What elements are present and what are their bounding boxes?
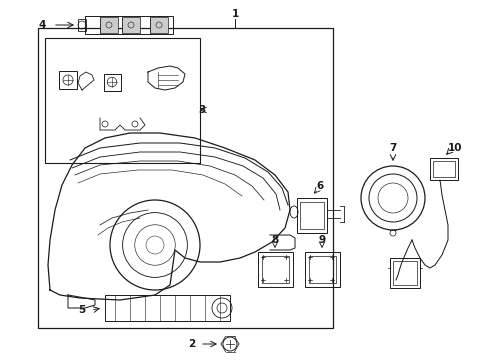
Bar <box>308 256 335 283</box>
Text: 1: 1 <box>231 9 238 19</box>
Text: 3: 3 <box>198 105 205 115</box>
Text: 2: 2 <box>188 339 195 349</box>
Text: 5: 5 <box>78 305 85 315</box>
Bar <box>389 258 419 288</box>
Bar <box>122 17 140 33</box>
Bar <box>429 158 457 180</box>
Text: 8: 8 <box>271 235 278 245</box>
Bar <box>262 256 288 283</box>
Bar <box>150 17 168 33</box>
Text: 6: 6 <box>316 181 323 191</box>
Text: 4: 4 <box>38 20 45 30</box>
Text: 10: 10 <box>447 143 461 153</box>
Bar <box>78 19 86 31</box>
Text: 9: 9 <box>318 235 325 245</box>
Bar <box>258 252 292 287</box>
Bar <box>85 16 173 34</box>
Bar <box>299 202 324 229</box>
Text: 7: 7 <box>388 143 396 153</box>
Bar <box>45 38 200 163</box>
Bar <box>59 71 77 89</box>
Bar <box>105 295 229 321</box>
Bar <box>392 261 416 285</box>
Bar <box>432 161 454 177</box>
Bar <box>103 73 120 90</box>
Bar <box>296 198 326 233</box>
Bar <box>38 28 332 328</box>
Bar <box>305 252 339 287</box>
Bar <box>100 17 118 33</box>
